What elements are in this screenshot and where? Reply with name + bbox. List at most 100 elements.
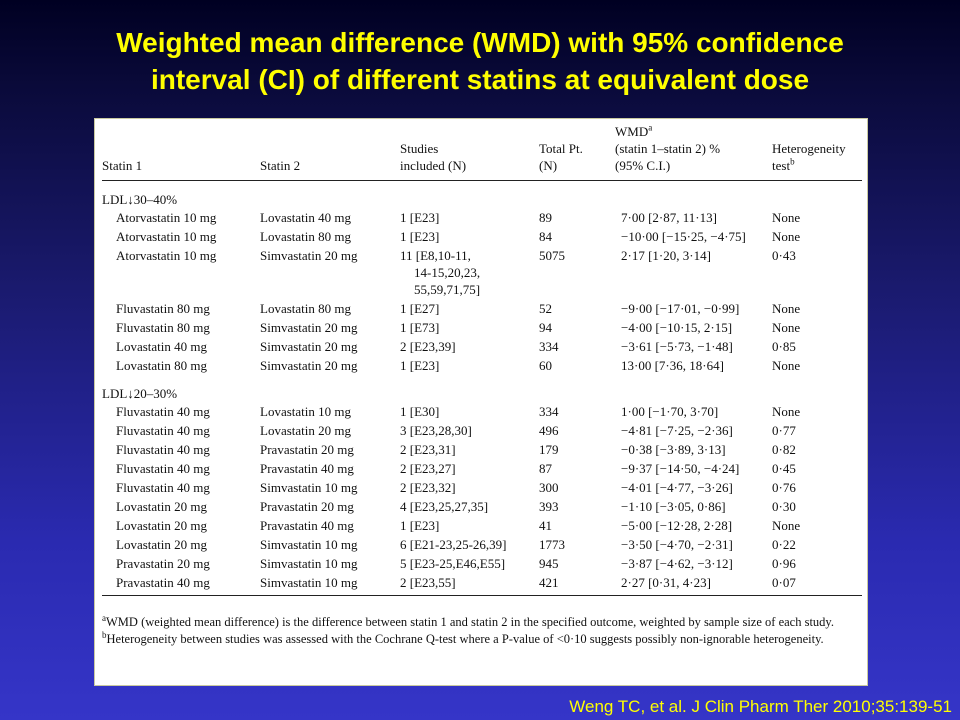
cell-studies: 2 [E23,32] — [400, 478, 539, 497]
table-row: Pravastatin 40 mg Simvastatin 10 mg 2 [E23… — [102, 573, 862, 596]
slide-title-line-2: interval (CI) of different statins at eq… — [150, 64, 810, 95]
cell-statin-2: Simvastatin 20 mg — [260, 358, 358, 373]
studies-line: 2 [E23,27] — [400, 461, 456, 476]
cell-total-patients: 84 — [539, 229, 552, 244]
cell-studies: 4 [E23,25,27,35] — [400, 497, 539, 516]
cell-wmd: 2·17 [1·20, 3·14] — [621, 248, 711, 263]
cell-studies: 1 [E23] — [400, 356, 539, 375]
table-row: Atorvastatin 10 mg Lovastatin 80 mg 1 [E23… — [102, 227, 862, 246]
cell-statin-2: Pravastatin 20 mg — [260, 442, 354, 457]
section-header-row: LDL↓30–40% — [102, 181, 862, 209]
cell-statin-2: Simvastatin 20 mg — [260, 339, 358, 354]
cell-heterogeneity: 0·22 — [772, 537, 796, 552]
table-row: Pravastatin 20 mg Simvastatin 10 mg 5 [E23… — [102, 554, 862, 573]
cell-statin-1: Fluvastatin 40 mg — [116, 461, 210, 476]
cell-wmd: −3·61 [−5·73, −1·48] — [621, 339, 733, 354]
table-row: Atorvastatin 10 mg Lovastatin 40 mg 1 [E23… — [102, 208, 862, 227]
footnote-a: aWMD (weighted mean difference) is the d… — [102, 612, 834, 629]
cell-statin-2: Lovastatin 10 mg — [260, 404, 351, 419]
cell-wmd: 7·00 [2·87, 11·13] — [621, 210, 717, 225]
table-row: Atorvastatin 10 mg Simvastatin 20 mg 11 [E… — [102, 246, 862, 299]
cell-statin-1: Lovastatin 20 mg — [116, 518, 207, 533]
table-row: Fluvastatin 80 mg Simvastatin 20 mg 1 [E73… — [102, 318, 862, 337]
cell-heterogeneity: 0·30 — [772, 499, 796, 514]
cell-studies: 2 [E23,39] — [400, 337, 539, 356]
cell-studies: 1 [E23] — [400, 516, 539, 535]
cell-studies: 2 [E23,55] — [400, 573, 539, 596]
footnotes: aWMD (weighted mean difference) is the d… — [102, 612, 862, 648]
table-row: Fluvastatin 40 mg Pravastatin 20 mg 2 [E23… — [102, 440, 862, 459]
cell-total-patients: 87 — [539, 461, 552, 476]
cell-heterogeneity: 0·07 — [772, 575, 796, 590]
cell-total-patients: 60 — [539, 358, 552, 373]
studies-line: 11 [E8,10-11, — [400, 248, 471, 263]
cell-statin-2: Lovastatin 80 mg — [260, 229, 351, 244]
cell-heterogeneity: 0·45 — [772, 461, 796, 476]
cell-total-patients: 1773 — [539, 537, 565, 552]
cell-statin-2: Simvastatin 10 mg — [260, 575, 358, 590]
cell-statin-2: Pravastatin 40 mg — [260, 461, 354, 476]
cell-heterogeneity: None — [772, 210, 801, 225]
cell-heterogeneity: None — [772, 229, 801, 244]
cell-total-patients: 300 — [539, 480, 559, 495]
cell-wmd: 1·00 [−1·70, 3·70] — [621, 404, 719, 419]
cell-wmd: −10·00 [−15·25, −4·75] — [621, 229, 746, 244]
header-statin-1: Statin 1 — [102, 158, 143, 173]
table-row: Fluvastatin 40 mg Simvastatin 10 mg 2 [E23… — [102, 478, 862, 497]
cell-total-patients: 334 — [539, 339, 559, 354]
studies-line: 1 [E30] — [400, 404, 440, 419]
citation: Weng TC, et al. J Clin Pharm Ther 2010;3… — [569, 697, 952, 716]
studies-line: 2 [E23,39] — [400, 339, 456, 354]
cell-heterogeneity: None — [772, 404, 801, 419]
cell-wmd: −0·38 [−3·89, 3·13] — [621, 442, 726, 457]
header-statin-2: Statin 2 — [260, 158, 301, 173]
cell-statin-1: Fluvastatin 40 mg — [116, 442, 210, 457]
cell-statin-2: Lovastatin 80 mg — [260, 301, 351, 316]
studies-line: 1 [E23] — [400, 210, 440, 225]
cell-heterogeneity: 0·43 — [772, 248, 796, 263]
studies-line: 2 [E23,55] — [400, 575, 456, 590]
cell-heterogeneity: 0·76 — [772, 480, 796, 495]
cell-statin-2: Simvastatin 20 mg — [260, 320, 358, 335]
footnote-b: bHeterogeneity between studies was asses… — [102, 629, 824, 646]
cell-studies: 2 [E23,27] — [400, 459, 539, 478]
cell-heterogeneity: None — [772, 320, 801, 335]
studies-line: 2 [E23,31] — [400, 442, 456, 457]
cell-studies: 1 [E27] — [400, 299, 539, 318]
cell-total-patients: 179 — [539, 442, 559, 457]
cell-heterogeneity: None — [772, 358, 801, 373]
studies-line: 1 [E23] — [400, 518, 440, 533]
studies-line: 1 [E23] — [400, 358, 440, 373]
cell-studies: 6 [E21-23,25-26,39] — [400, 535, 539, 554]
cell-statin-2: Lovastatin 20 mg — [260, 423, 351, 438]
cell-heterogeneity: 0·82 — [772, 442, 796, 457]
cell-wmd: −9·00 [−17·01, −0·99] — [621, 301, 740, 316]
table-row: Lovastatin 80 mg Simvastatin 20 mg 1 [E23]… — [102, 356, 862, 375]
cell-statin-1: Pravastatin 40 mg — [116, 575, 210, 590]
studies-line: 4 [E23,25,27,35] — [400, 499, 489, 514]
table-row: Fluvastatin 40 mg Lovastatin 20 mg 3 [E23,… — [102, 421, 862, 440]
cell-statin-1: Lovastatin 20 mg — [116, 499, 207, 514]
header-wmd: WMDa (statin 1–statin 2) % (95% C.I.) — [615, 122, 721, 173]
cell-total-patients: 334 — [539, 404, 559, 419]
studies-line: 3 [E23,28,30] — [400, 423, 472, 438]
cell-studies: 11 [E8,10-11, 14-15,20,23, 55,59,71,75] — [400, 246, 539, 299]
cell-statin-1: Atorvastatin 10 mg — [116, 210, 217, 225]
cell-statin-2: Simvastatin 10 mg — [260, 556, 358, 571]
cell-statin-1: Fluvastatin 80 mg — [116, 301, 210, 316]
cell-statin-1: Lovastatin 20 mg — [116, 537, 207, 552]
table-row: Lovastatin 20 mg Simvastatin 10 mg 6 [E21-… — [102, 535, 862, 554]
header-total-patients: Total Pt. (N) — [539, 141, 583, 173]
cell-wmd: −3·87 [−4·62, −3·12] — [621, 556, 733, 571]
table-row: Fluvastatin 40 mg Pravastatin 40 mg 2 [E23… — [102, 459, 862, 478]
section-header-row: LDL↓20–30% — [102, 375, 862, 402]
cell-heterogeneity: None — [772, 518, 801, 533]
cell-statin-2: Pravastatin 40 mg — [260, 518, 354, 533]
cell-total-patients: 89 — [539, 210, 552, 225]
cell-total-patients: 52 — [539, 301, 552, 316]
header-heterogeneity: Heterogeneity testb — [772, 141, 846, 173]
cell-statin-2: Lovastatin 40 mg — [260, 210, 351, 225]
cell-total-patients: 421 — [539, 575, 559, 590]
studies-line: 1 [E23] — [400, 229, 440, 244]
cell-total-patients: 94 — [539, 320, 552, 335]
